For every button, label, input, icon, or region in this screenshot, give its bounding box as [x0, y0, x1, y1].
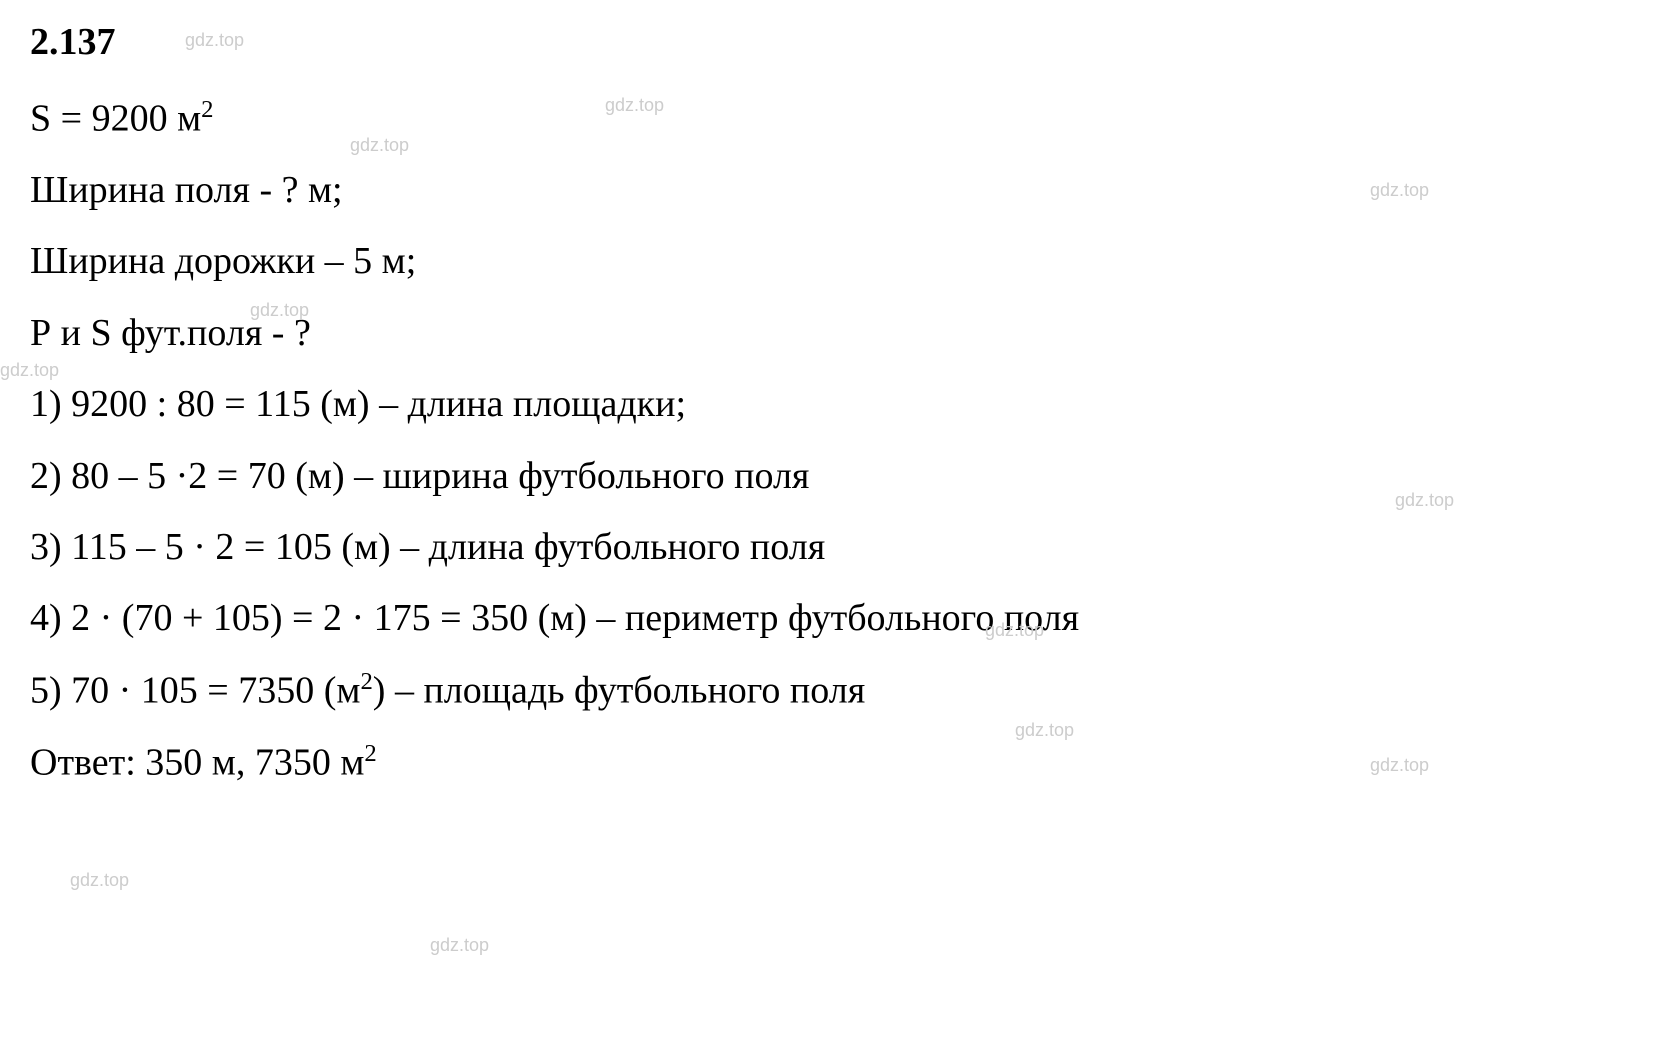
answer: Ответ: 350 м, 7350 м2	[30, 738, 1645, 788]
step-2: 2) 80 – 5 ·2 = 70 (м) – ширина футбольно…	[30, 452, 1645, 501]
path-width: Ширина дорожки – 5 м;	[30, 237, 1645, 286]
step-1: 1) 9200 : 80 = 115 (м) – длина площадки;	[30, 380, 1645, 429]
step-5-post: ) – площадь футбольного поля	[373, 669, 865, 711]
watermark-text: gdz.top	[430, 935, 489, 956]
step-5: 5) 70 · 105 = 7350 (м2) – площадь футбол…	[30, 666, 1645, 716]
answer-exponent: 2	[364, 740, 376, 767]
given-area: S = 9200 м2	[30, 94, 1645, 144]
watermark-text: gdz.top	[0, 360, 59, 381]
step-5-pre: 5) 70 · 105 = 7350 (м	[30, 669, 360, 711]
answer-pre: Ответ: 350 м, 7350 м	[30, 741, 364, 783]
area-value: S = 9200 м	[30, 98, 201, 140]
problem-number: 2.137	[30, 20, 1645, 64]
perimeter-area-question: Р и S фут.поля - ?	[30, 309, 1645, 358]
watermark-text: gdz.top	[70, 870, 129, 891]
step-4: 4) 2 · (70 + 105) = 2 · 175 = 350 (м) – …	[30, 594, 1645, 643]
step-3: 3) 115 – 5 · 2 = 105 (м) – длина футболь…	[30, 523, 1645, 572]
area-exponent: 2	[201, 96, 213, 123]
field-width-question: Ширина поля - ? м;	[30, 166, 1645, 215]
step-5-exponent: 2	[360, 668, 372, 695]
